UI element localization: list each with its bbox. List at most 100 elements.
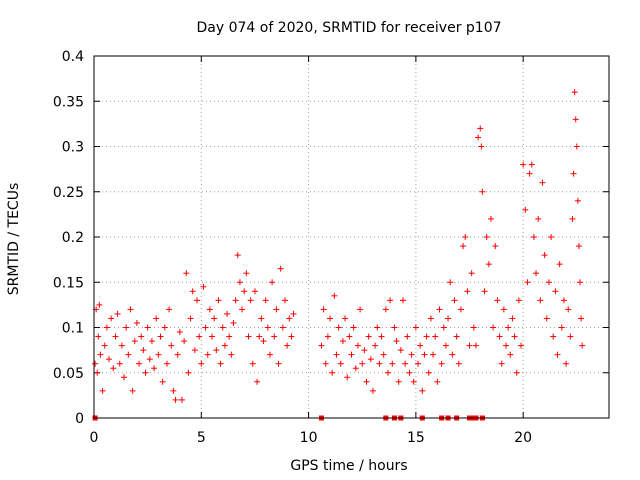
data-point xyxy=(477,125,484,132)
data-point xyxy=(196,333,203,340)
data-point xyxy=(170,387,177,394)
data-point xyxy=(211,315,218,322)
data-point xyxy=(318,342,325,349)
data-point xyxy=(354,342,361,349)
data-point xyxy=(136,360,143,367)
data-point xyxy=(350,324,357,331)
data-point xyxy=(571,89,578,96)
data-point xyxy=(260,338,267,345)
data-point xyxy=(286,315,293,322)
data-point xyxy=(155,351,162,358)
data-point xyxy=(357,306,364,313)
data-point xyxy=(376,360,383,367)
data-point xyxy=(556,261,563,268)
data-point xyxy=(226,333,233,340)
data-point xyxy=(457,306,464,313)
data-point xyxy=(449,351,456,358)
data-point xyxy=(408,351,415,358)
data-point xyxy=(483,234,490,240)
data-point xyxy=(533,270,540,277)
x-tick-label: 20 xyxy=(514,430,532,446)
data-point xyxy=(412,324,419,331)
data-point xyxy=(140,347,147,354)
data-point xyxy=(442,342,449,349)
data-point xyxy=(254,378,261,385)
data-point xyxy=(365,333,372,340)
data-point xyxy=(545,279,552,286)
data-point xyxy=(402,360,409,367)
data-point xyxy=(166,306,173,313)
data-point xyxy=(329,369,336,376)
data-point xyxy=(168,342,175,349)
data-point xyxy=(277,265,284,272)
axis-ticks: 0 0.05 0.1 0.15 0.2 0.25 0.3 0.35 0.4 0 5 10 15 20 xyxy=(53,49,609,446)
data-point xyxy=(445,315,452,322)
data-point xyxy=(438,360,445,367)
data-point xyxy=(266,351,273,358)
data-point xyxy=(243,270,250,277)
data-point xyxy=(187,315,194,322)
data-point xyxy=(275,360,282,367)
data-point xyxy=(264,324,271,331)
data-point xyxy=(410,378,417,385)
data-point xyxy=(554,351,561,358)
data-point xyxy=(99,387,106,394)
data-point xyxy=(572,116,579,123)
data-points xyxy=(92,89,586,421)
data-point xyxy=(475,134,482,141)
data-point xyxy=(148,338,155,345)
data-point xyxy=(96,301,103,308)
x-tick-label: 15 xyxy=(407,430,425,446)
data-point xyxy=(434,378,441,385)
data-point xyxy=(389,360,396,367)
data-point xyxy=(404,333,411,340)
data-point xyxy=(472,342,479,349)
x-tick-label: 0 xyxy=(90,430,99,446)
data-point xyxy=(251,288,258,295)
data-point xyxy=(526,170,533,177)
data-point xyxy=(256,333,263,340)
y-tick-label: 0 xyxy=(75,411,84,427)
chart-title: Day 074 of 2020, SRMTID for receiver p10… xyxy=(196,20,501,36)
data-point xyxy=(451,297,458,304)
data-point xyxy=(374,324,381,331)
data-point xyxy=(273,306,280,313)
data-point xyxy=(494,297,501,304)
data-point xyxy=(509,315,516,322)
data-point xyxy=(206,306,213,313)
data-point xyxy=(215,297,222,304)
data-point xyxy=(279,324,286,331)
data-point xyxy=(202,324,209,331)
data-point xyxy=(189,288,196,295)
data-point xyxy=(503,342,509,349)
data-point xyxy=(178,396,185,403)
data-point xyxy=(217,360,224,367)
data-point xyxy=(346,333,353,340)
data-point xyxy=(498,360,505,367)
data-point xyxy=(575,243,582,250)
data-point xyxy=(537,297,544,304)
y-tick-label: 0.1 xyxy=(62,321,84,337)
y-tick-label: 0.25 xyxy=(53,185,84,201)
data-point xyxy=(127,306,134,313)
data-point xyxy=(520,161,527,168)
y-tick-label: 0.2 xyxy=(62,230,84,246)
data-point xyxy=(470,324,477,331)
data-point xyxy=(400,297,406,304)
data-point xyxy=(181,338,188,345)
data-point xyxy=(236,279,243,286)
data-point xyxy=(361,347,368,354)
data-point xyxy=(384,369,391,376)
x-tick-label: 10 xyxy=(300,430,318,446)
data-point xyxy=(397,347,404,354)
data-point xyxy=(369,387,376,394)
data-point xyxy=(112,333,119,340)
data-point xyxy=(262,297,269,304)
data-point xyxy=(327,315,334,322)
data-point xyxy=(455,360,462,367)
data-point xyxy=(92,360,99,367)
data-point xyxy=(573,143,580,150)
data-point xyxy=(511,333,518,340)
data-point xyxy=(125,351,132,358)
y-tick-label: 0.05 xyxy=(53,366,84,382)
